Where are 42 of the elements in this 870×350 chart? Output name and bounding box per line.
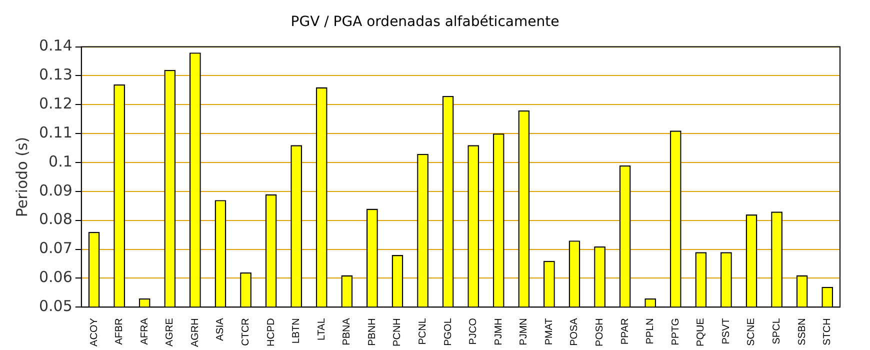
y-tick-label: 0.06 xyxy=(38,268,72,286)
x-tick-label: PJMH xyxy=(493,318,504,346)
x-tick-label: PPTG xyxy=(670,318,682,346)
x-tick-label: LBTN xyxy=(291,318,302,344)
x-tick-label: PQUE xyxy=(696,318,707,346)
x-tick-label: PMAT xyxy=(544,318,555,346)
y-tick-label: 0.13 xyxy=(38,66,72,84)
x-tick-label: SPCL xyxy=(772,318,783,344)
y-tick-label: 0.07 xyxy=(38,239,72,258)
x-tick-label: PPAR xyxy=(620,318,631,345)
x-tick-label: STCH xyxy=(822,318,834,346)
x-tick-label: SCNE xyxy=(746,318,758,346)
x-tick-label: AFBR xyxy=(114,318,126,345)
x-tick-label: LTAL xyxy=(316,318,328,341)
x-tick-label: ASIA xyxy=(215,318,226,341)
y-tick-label: 0.12 xyxy=(38,94,72,113)
x-tick-label: PGOL xyxy=(442,318,454,346)
y-tick-label: 0.11 xyxy=(38,123,72,142)
x-tick-label: POSH xyxy=(594,318,606,346)
x-tick-label: CTCR xyxy=(240,318,252,346)
y-tick-label: 0.05 xyxy=(38,297,72,315)
chart-title: PGV / PGA ordenadas alfabéticamente xyxy=(290,14,560,30)
x-tick-label: HCPD xyxy=(266,318,277,346)
x-tick-label: POSA xyxy=(569,318,580,346)
x-tick-label: PJMN xyxy=(518,318,530,346)
x-tick-label: SSBN xyxy=(796,318,808,346)
x-tick-label: ACOY xyxy=(88,318,100,346)
x-tick-label: PBNA xyxy=(342,318,353,346)
y-tick-label: 0.14 xyxy=(38,36,72,55)
x-tick-label: PPLN xyxy=(645,318,656,344)
x-tick-label: PSVT xyxy=(720,318,732,344)
x-tick-label: PBNH xyxy=(366,318,378,346)
y-tick-label: 0.1 xyxy=(48,152,72,170)
y-tick-label: 0.08 xyxy=(38,210,72,228)
x-tick-label: PCNL xyxy=(418,318,429,345)
x-tick-label: AGRE xyxy=(164,318,176,346)
x-tick-label: PJCO xyxy=(468,318,480,345)
x-tick-label: AGRH xyxy=(190,318,201,348)
x-tick-label: PCNH xyxy=(392,318,404,346)
y-tick-label: 0.09 xyxy=(38,181,72,200)
y-axis-title: Periodo (s) xyxy=(12,136,31,218)
x-tick-label: AFRA xyxy=(139,318,150,345)
